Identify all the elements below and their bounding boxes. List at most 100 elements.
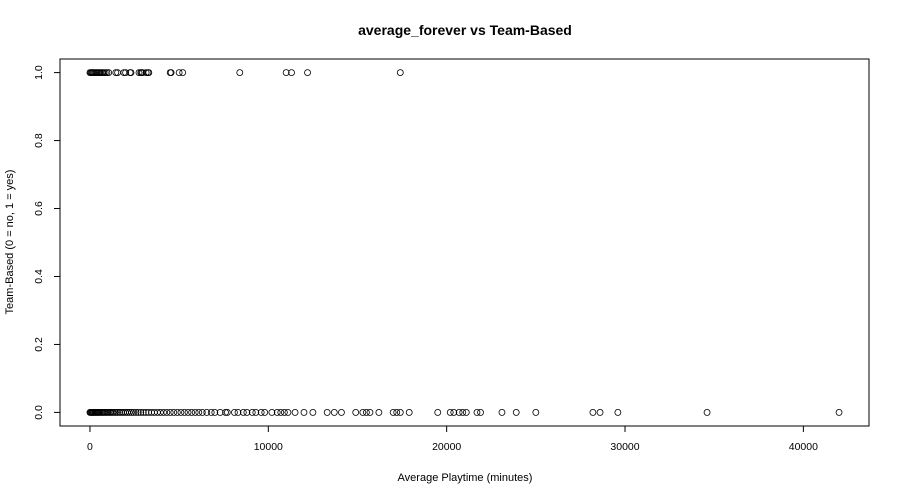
point-team-based-no bbox=[330, 409, 338, 416]
point-team-based-no bbox=[359, 409, 367, 416]
point-team-based-no bbox=[284, 409, 292, 416]
point-team-based-no bbox=[234, 409, 242, 416]
point-team-based-no bbox=[396, 409, 404, 416]
point-team-based-no bbox=[257, 409, 265, 416]
point-team-based-no bbox=[455, 409, 463, 416]
point-team-based-no bbox=[277, 409, 285, 416]
point-team-based-no bbox=[512, 409, 520, 416]
point-team-based-no bbox=[477, 409, 484, 416]
point-team-based-no bbox=[366, 409, 374, 416]
point-team-based-no bbox=[114, 409, 122, 416]
point-team-based-no bbox=[300, 409, 308, 416]
point-team-based-no bbox=[195, 409, 203, 416]
point-team-based-no bbox=[248, 409, 256, 416]
point-team-based-no bbox=[216, 409, 224, 416]
x-tick-label: 40000 bbox=[789, 441, 818, 453]
y-tick-label: 0.0 bbox=[33, 405, 45, 420]
point-team-based-no bbox=[173, 409, 181, 416]
point-team-based-no bbox=[389, 409, 397, 416]
point-team-based-no bbox=[157, 409, 164, 416]
point-team-based-no bbox=[132, 409, 140, 416]
point-team-based-no bbox=[207, 409, 215, 416]
point-team-based-no bbox=[163, 409, 171, 416]
point-team-based-no bbox=[184, 409, 192, 416]
point-team-based-yes bbox=[127, 69, 135, 76]
point-team-based-no bbox=[125, 409, 133, 416]
point-team-based-no bbox=[222, 409, 229, 416]
point-team-based-no bbox=[498, 409, 506, 416]
point-team-based-no bbox=[459, 409, 467, 416]
y-tick-label: 0.8 bbox=[33, 133, 45, 148]
point-team-based-yes bbox=[288, 69, 295, 76]
x-tick-label: 0 bbox=[87, 441, 93, 453]
point-team-based-no bbox=[203, 409, 211, 416]
x-tick-label: 10000 bbox=[254, 441, 283, 453]
point-team-based-yes bbox=[304, 69, 311, 76]
point-team-based-no bbox=[473, 409, 481, 416]
point-team-based-no bbox=[323, 409, 331, 416]
point-team-based-no bbox=[462, 409, 470, 416]
point-team-based-no bbox=[268, 409, 276, 416]
point-team-based-no bbox=[375, 409, 383, 416]
point-team-based-no bbox=[363, 409, 370, 416]
data-points bbox=[86, 69, 843, 416]
point-team-based-no bbox=[139, 409, 147, 416]
point-team-based-no bbox=[589, 409, 597, 416]
point-team-based-no bbox=[614, 409, 622, 416]
point-team-based-no bbox=[309, 409, 317, 416]
point-team-based-no bbox=[181, 409, 188, 416]
point-team-based-no bbox=[446, 409, 454, 416]
point-team-based-no bbox=[239, 409, 247, 416]
point-team-based-no bbox=[188, 409, 196, 416]
x-axis-ticks: 0 10000 20000 30000 40000 bbox=[87, 426, 818, 453]
y-tick-label: 1.0 bbox=[33, 65, 45, 80]
point-team-based-no bbox=[338, 409, 345, 416]
point-team-based-no bbox=[273, 409, 281, 416]
chart-title: average_forever vs Team-Based bbox=[358, 22, 572, 38]
point-team-based-yes bbox=[142, 69, 150, 76]
y-tick-label: 0.6 bbox=[33, 201, 45, 216]
point-team-based-no bbox=[596, 409, 604, 416]
point-team-based-no bbox=[177, 409, 185, 416]
point-team-based-yes bbox=[103, 69, 111, 76]
point-team-based-no bbox=[532, 409, 540, 416]
point-team-based-no bbox=[142, 409, 150, 416]
point-team-based-no bbox=[223, 409, 231, 416]
point-team-based-no bbox=[280, 409, 288, 416]
y-tick-label: 0.2 bbox=[33, 337, 45, 352]
point-team-based-yes bbox=[105, 69, 113, 76]
point-team-based-yes bbox=[135, 69, 143, 76]
point-team-based-no bbox=[393, 409, 401, 416]
point-team-based-yes bbox=[236, 69, 244, 76]
point-team-based-no bbox=[434, 409, 442, 416]
point-team-based-yes bbox=[396, 69, 404, 76]
plot-frame bbox=[59, 58, 870, 427]
point-team-based-no bbox=[116, 409, 124, 416]
point-team-based-no bbox=[128, 409, 135, 416]
point-team-based-no bbox=[703, 409, 711, 416]
point-team-based-no bbox=[170, 409, 178, 416]
point-team-based-yes bbox=[112, 69, 120, 76]
x-axis-label: Average Playtime (minutes) bbox=[398, 472, 533, 484]
point-team-based-yes bbox=[145, 69, 153, 76]
point-team-based-yes bbox=[101, 69, 109, 76]
point-team-based-yes bbox=[179, 69, 187, 76]
point-team-based-no bbox=[111, 409, 119, 416]
point-team-based-no bbox=[835, 409, 843, 416]
y-axis-label: Team-Based (0 = no, 1 = yes) bbox=[4, 170, 16, 315]
point-team-based-no bbox=[261, 409, 269, 416]
point-team-based-no bbox=[134, 409, 142, 416]
point-team-based-no bbox=[166, 409, 174, 416]
point-team-based-no bbox=[252, 409, 260, 416]
point-team-based-no bbox=[137, 409, 145, 416]
point-team-based-no bbox=[211, 409, 219, 416]
y-tick-label: 0.4 bbox=[33, 269, 45, 284]
point-team-based-no bbox=[405, 409, 413, 416]
point-team-based-no bbox=[160, 409, 168, 416]
point-team-based-yes bbox=[122, 69, 130, 76]
y-axis-ticks: 0.0 0.2 0.4 0.6 0.8 1.0 bbox=[33, 65, 60, 420]
point-team-based-yes bbox=[282, 69, 290, 76]
point-team-based-no bbox=[450, 409, 458, 416]
point-team-based-no bbox=[243, 409, 251, 416]
